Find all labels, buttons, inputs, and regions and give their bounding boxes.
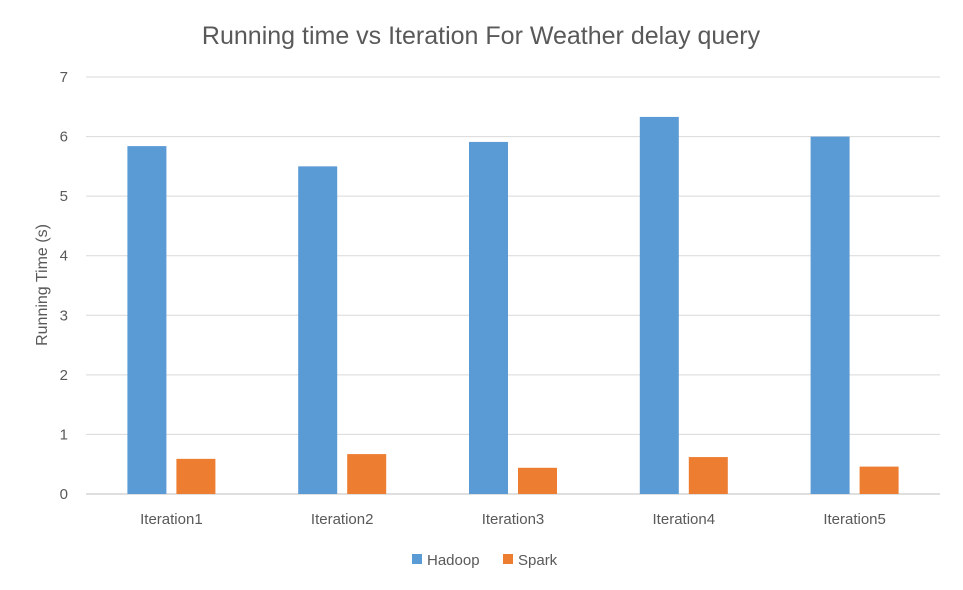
x-tick-label: Iteration5	[823, 511, 886, 528]
bar-hadoop-iteration5	[810, 136, 850, 495]
x-tick-label: Iteration1	[140, 511, 203, 528]
legend-label-hadoop: Hadoop	[427, 552, 480, 569]
y-tick-label: 3	[60, 307, 68, 324]
y-tick-label: 1	[60, 426, 68, 443]
bars	[127, 116, 899, 495]
gridlines	[86, 76, 940, 495]
bar-spark-iteration2	[347, 454, 387, 494]
y-axis-label: Running Time (s)	[34, 224, 51, 346]
legend-swatch-hadoop	[412, 554, 422, 564]
y-tick-label: 7	[60, 69, 68, 86]
bar-spark-iteration4	[688, 457, 728, 494]
legend-swatch-spark	[503, 554, 513, 564]
bar-spark-iteration5	[859, 466, 899, 494]
y-tick-label: 5	[60, 188, 68, 205]
x-axis-ticks: Iteration1 Iteration2 Iteration3 Iteration4…	[140, 511, 886, 528]
bar-hadoop-iteration2	[298, 166, 338, 494]
x-tick-label: Iteration3	[482, 511, 545, 528]
y-tick-label: 2	[60, 367, 68, 384]
bar-hadoop-iteration4	[639, 116, 679, 495]
bar-hadoop-iteration1	[127, 146, 167, 495]
x-tick-label: Iteration4	[653, 511, 716, 528]
bar-spark-iteration3	[518, 467, 557, 494]
bar-spark-iteration1	[176, 458, 216, 494]
legend-item-spark: Spark	[503, 552, 558, 569]
x-tick-label: Iteration2	[311, 511, 374, 528]
chart-title: Running time vs Iteration For Weather de…	[202, 22, 761, 50]
y-tick-label: 0	[60, 486, 68, 503]
y-tick-label: 4	[60, 248, 68, 265]
legend-label-spark: Spark	[518, 552, 558, 569]
legend: Hadoop Spark	[412, 552, 558, 569]
y-axis-ticks: 0 1 2 3 4 5 6 7	[60, 69, 68, 503]
y-tick-label: 6	[60, 129, 68, 146]
bar-hadoop-iteration3	[469, 141, 508, 494]
legend-item-hadoop: Hadoop	[412, 552, 480, 569]
